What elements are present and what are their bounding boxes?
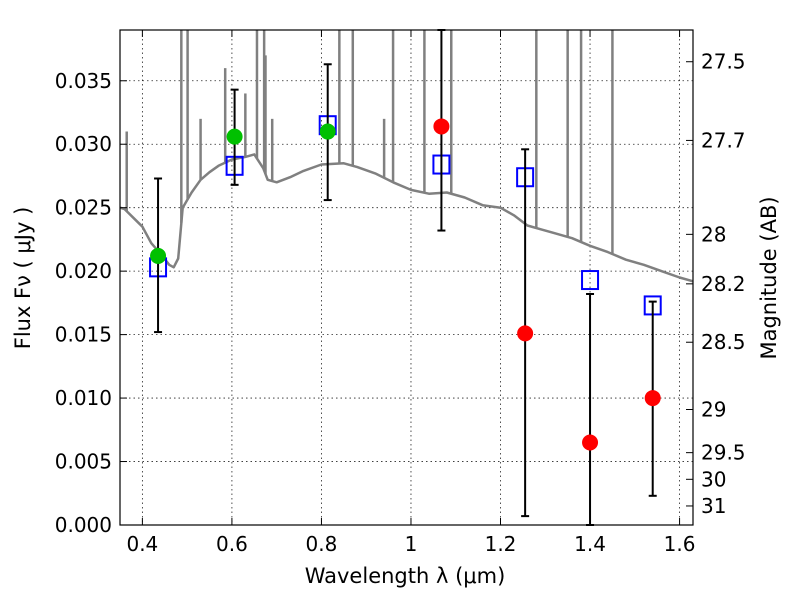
- observed-photometry: [150, 29, 661, 526]
- x-tick-label: 1.4: [574, 532, 606, 556]
- observed-flux-point: [319, 123, 336, 140]
- y2-tick-label: 30: [701, 467, 726, 491]
- y-tick-label: 0.035: [55, 69, 112, 93]
- x-tick-label: 1: [405, 532, 418, 556]
- plot-frame: [119, 29, 694, 526]
- grid-lines: [120, 30, 693, 526]
- observed-flux-point: [150, 247, 167, 264]
- model-photometry-boxes: [149, 115, 662, 316]
- y2-tick-label: 27.5: [701, 50, 746, 74]
- y-tick-label: 0.010: [55, 386, 112, 410]
- model-spectrum-line: [120, 153, 693, 283]
- y2-tick-label: 27.7: [701, 128, 746, 152]
- y2-tick-label: 29: [701, 398, 726, 422]
- y-tick-label: 0.015: [55, 323, 112, 347]
- x-tick-label: 1.2: [485, 532, 517, 556]
- y-tick-label: 0.030: [55, 132, 112, 156]
- y2-tick-label: 28.5: [701, 330, 746, 354]
- observed-flux-point: [582, 434, 599, 451]
- y2-tick-label: 31: [701, 494, 726, 518]
- x-tick-label: 0.6: [216, 532, 248, 556]
- observed-flux-point: [433, 118, 450, 135]
- x-tick-label: 0.8: [306, 532, 338, 556]
- y-axis-label: Flux Fν ( μJy ): [11, 207, 35, 350]
- y-tick-label: 0.020: [55, 259, 112, 283]
- y2-axis-label: Magnitude (AB): [757, 196, 781, 359]
- observed-flux-point: [517, 325, 534, 342]
- observed-flux-point: [226, 128, 243, 145]
- y-tick-label: 0.005: [55, 450, 112, 474]
- x-tick-label: 1.6: [664, 532, 696, 556]
- y2-tick-label: 28: [701, 222, 726, 246]
- y2-tick-label: 28.2: [701, 272, 746, 296]
- x-tick-label: 0.4: [126, 532, 158, 556]
- y-tick-label: 0.025: [55, 196, 112, 220]
- y2-tick-label: 29.5: [701, 441, 746, 465]
- x-axis-label: Wavelength λ (μm): [305, 564, 506, 588]
- axis-ticks: 0.4 0.6 0.8 1 1.2 1.4 1.6 0.000 0.005 0.010 0.015 0…: [55, 30, 746, 556]
- observed-flux-point: [644, 390, 661, 407]
- model-flux-box: [581, 270, 600, 291]
- model-spectrum: [120, 30, 693, 283]
- y-tick-label: 0.000: [55, 513, 112, 537]
